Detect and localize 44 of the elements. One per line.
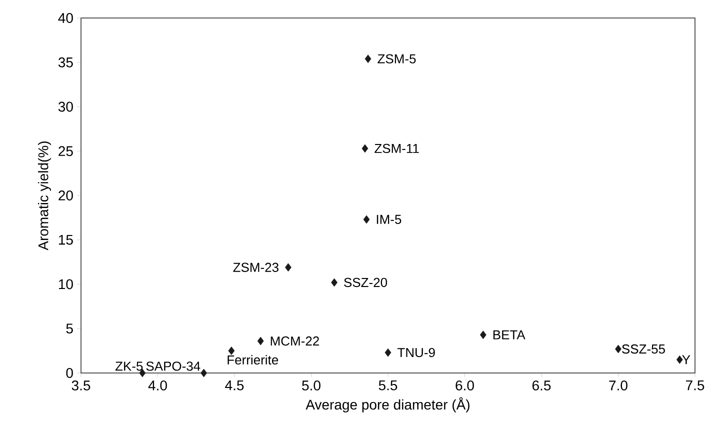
- annotation: IM-5: [376, 214, 402, 224]
- annotation: TNU-9: [398, 348, 435, 358]
- y-tick-label: 40: [58, 13, 73, 23]
- x-tick-label: 5.0: [302, 380, 320, 390]
- x-tick-label: 6.0: [456, 380, 474, 390]
- y-tick-label: 10: [58, 279, 73, 290]
- point: [384, 348, 392, 357]
- x-tick-label: 3.5: [72, 380, 90, 390]
- x-tick-label: 4.5: [225, 380, 244, 390]
- annotation: MCM-22: [270, 336, 319, 346]
- x-tick-label: 4.0: [148, 380, 167, 390]
- point: [285, 263, 292, 272]
- point: [228, 346, 235, 355]
- x-tick-label: 7.5: [686, 380, 704, 390]
- point: [615, 344, 622, 354]
- annotation: ZSM-5: [378, 54, 416, 64]
- x-tick-label: 5.5: [378, 380, 398, 390]
- point: [331, 278, 338, 287]
- point: [200, 368, 208, 378]
- annotation: ZSM-23: [233, 262, 278, 272]
- y-tick-label: 5: [66, 324, 73, 334]
- x-tick-label: 6.5: [532, 380, 551, 390]
- x-axis-title: Average pore diameter (Å): [306, 397, 470, 412]
- point: [363, 215, 370, 224]
- point: [362, 144, 368, 153]
- annotation: ZK-5: [115, 362, 143, 371]
- point: [480, 330, 486, 340]
- y-tick-label: 30: [58, 102, 73, 112]
- y-tick-label: 25: [58, 146, 73, 156]
- y-axis-title: Aromatic yield(%): [38, 142, 52, 250]
- annotation: SSZ-55: [622, 344, 665, 354]
- y-tick-label: 35: [58, 57, 73, 68]
- annotation: BETA: [493, 330, 526, 340]
- annotation: ZSM-11: [374, 144, 419, 154]
- annotation: SSZ-20: [344, 278, 388, 288]
- annotation: SAPO-34: [146, 362, 200, 371]
- annotation: Y: [682, 355, 690, 364]
- y-tick-label: 0: [66, 368, 73, 378]
- y-tick-label: 15: [58, 234, 73, 245]
- y-tick-label: 20: [58, 190, 73, 200]
- annotation: Ferrierite: [228, 354, 278, 365]
- x-tick-label: 7.0: [609, 380, 628, 390]
- point: [364, 54, 372, 64]
- point: [257, 336, 264, 346]
